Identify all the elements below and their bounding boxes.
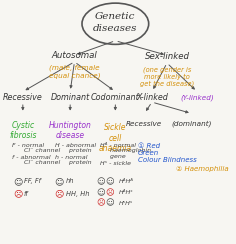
Text: ☺: ☺ <box>96 177 105 186</box>
Text: Cystic
fibrosis: Cystic fibrosis <box>9 121 37 140</box>
Text: ☺: ☺ <box>105 199 114 208</box>
Text: ☺: ☺ <box>105 177 114 186</box>
Text: ☺: ☺ <box>13 177 22 186</box>
Text: HᴬHˢ: HᴬHˢ <box>118 190 133 195</box>
Text: (male, female
equal chance): (male, female equal chance) <box>49 65 100 79</box>
Text: (dominant): (dominant) <box>172 121 212 127</box>
Text: ① Red
Green
Colour Blindness: ① Red Green Colour Blindness <box>138 143 197 163</box>
Text: hh: hh <box>66 178 74 184</box>
Text: FF, Ff: FF, Ff <box>24 178 41 184</box>
Text: Hᴬ - normal
     haemoglobin
     gene: Hᴬ - normal haemoglobin gene <box>100 143 152 159</box>
Text: Autosomal: Autosomal <box>52 51 97 60</box>
Text: F - normal
      Cl⁻ channel: F - normal Cl⁻ channel <box>12 143 60 153</box>
Text: Recessive: Recessive <box>3 93 43 102</box>
Text: f - abnormal
      Cl⁻ channel: f - abnormal Cl⁻ channel <box>12 155 60 165</box>
Text: HH, Hh: HH, Hh <box>66 191 89 197</box>
Text: Huntington
disease: Huntington disease <box>49 121 92 140</box>
Text: ☺: ☺ <box>55 177 64 186</box>
Text: Dominant: Dominant <box>51 93 90 102</box>
Text: HᴬHᴬ: HᴬHᴬ <box>118 179 134 184</box>
Text: ② Haemophilia: ② Haemophilia <box>176 166 228 172</box>
Text: Sickle
cell
anaemia: Sickle cell anaemia <box>99 123 132 153</box>
Text: ☹: ☹ <box>13 189 22 198</box>
Text: ☺: ☺ <box>96 188 105 197</box>
Text: (Y-linked): (Y-linked) <box>180 94 214 101</box>
Text: ☹: ☹ <box>96 199 105 208</box>
Text: X-linked: X-linked <box>136 93 168 102</box>
Text: Genetic
diseases: Genetic diseases <box>93 12 138 33</box>
Text: h - normal
       protein: h - normal protein <box>55 155 92 165</box>
Text: Hˢ - sickle: Hˢ - sickle <box>100 161 131 166</box>
Text: ☹: ☹ <box>105 188 114 197</box>
Text: (one gender is
more likely to
get the disease): (one gender is more likely to get the di… <box>140 66 194 87</box>
Text: H - abnormal
       protein: H - abnormal protein <box>55 143 96 153</box>
Text: Codominant: Codominant <box>91 93 140 102</box>
Text: Sex-linked: Sex-linked <box>144 52 190 61</box>
Text: Recessive: Recessive <box>126 121 163 127</box>
Text: HˢHˢ: HˢHˢ <box>118 201 133 206</box>
Text: ☹: ☹ <box>55 189 64 198</box>
Text: ff: ff <box>24 191 29 197</box>
